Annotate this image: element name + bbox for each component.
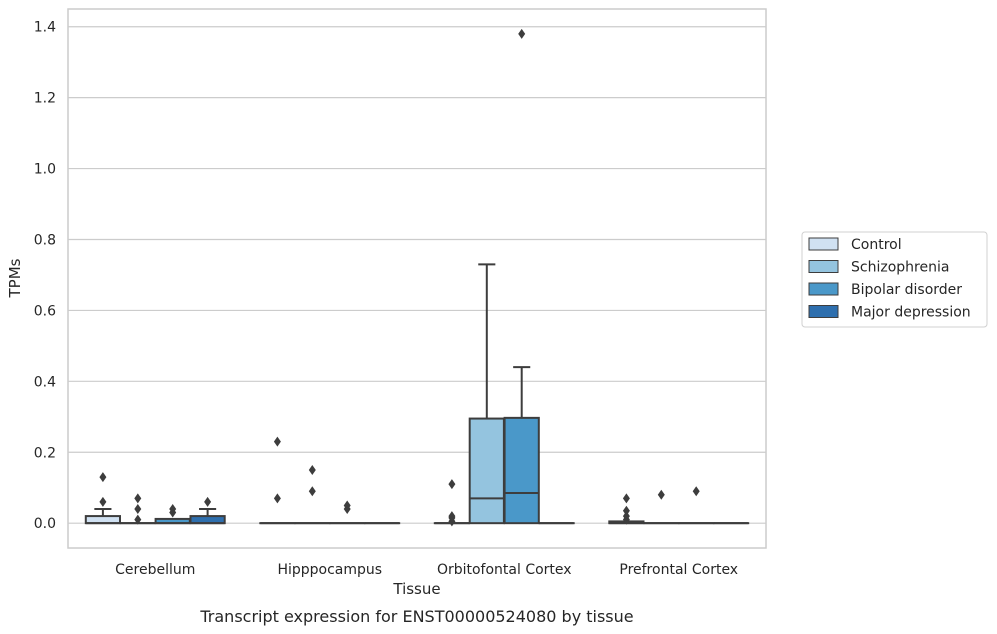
outlier-point <box>448 479 456 490</box>
x-tick-label: Orbitofontal Cortex <box>437 562 572 578</box>
y-tick-label: 0.6 <box>34 303 56 319</box>
plot-frame <box>67 8 767 549</box>
box-schizophrenia <box>643 489 680 525</box>
box-control <box>84 472 122 525</box>
outlier-point <box>134 493 142 504</box>
y-tick-label: 1.4 <box>34 20 56 36</box>
box-control <box>433 479 471 527</box>
box-body <box>84 515 122 525</box>
legend-label: Bipolar disorder <box>851 282 962 298</box>
box-major-depression <box>189 496 226 525</box>
x-tick-label: Prefrontal Cortex <box>619 562 738 578</box>
outlier-point <box>518 28 526 39</box>
outlier-point <box>134 503 142 514</box>
x-tick-label: Hipppocampus <box>277 562 382 578</box>
outlier-point <box>99 496 107 507</box>
grid-lines <box>68 26 766 524</box>
box-schizophrenia <box>119 493 156 525</box>
y-tick-label: 0.2 <box>34 445 56 461</box>
box-control <box>259 436 296 525</box>
outlier-point <box>622 511 630 522</box>
legend-label: Control <box>851 237 902 253</box>
outlier-point <box>308 486 316 497</box>
y-axis-title: TPMs <box>6 258 24 298</box>
outlier-point <box>657 489 665 500</box>
outlier-point <box>204 496 212 507</box>
y-axis-ticks: 0.0 0.2 0.4 0.6 0.8 1.0 1.2 1.4 <box>34 20 56 532</box>
outlier-point <box>273 493 281 504</box>
outlier-point <box>134 514 142 525</box>
legend: Control Schizophrenia Bipolar disorder Majo… <box>801 231 988 328</box>
outlier-point <box>622 505 630 516</box>
outlier-point <box>273 436 281 447</box>
y-tick-label: 0.4 <box>34 374 56 390</box>
box-control <box>608 493 645 525</box>
x-tick-label: Cerebellum <box>115 562 195 578</box>
box-bipolar-disorder <box>154 503 191 525</box>
outlier-point <box>622 493 630 504</box>
legend-label: Major depression <box>851 305 971 321</box>
legend-swatch <box>808 260 839 273</box>
outlier-point <box>169 503 177 514</box>
box-bipolar-disorder <box>329 500 366 525</box>
box-series <box>84 28 750 527</box>
box-body <box>468 417 505 525</box>
y-tick-label: 0.0 <box>34 516 56 532</box>
legend-frame <box>801 231 988 328</box>
outlier-point <box>308 464 316 475</box>
legend-swatch <box>808 237 839 251</box>
box-body <box>189 515 226 525</box>
y-tick-label: 1.0 <box>34 162 56 178</box>
box-schizophrenia <box>468 263 505 525</box>
y-tick-label: 0.8 <box>34 232 56 248</box>
chart-caption: Transcript expression for ENST0000052408… <box>199 607 633 626</box>
y-tick-label: 1.2 <box>34 91 56 107</box>
box-bipolar-disorder <box>678 486 715 525</box>
outlier-point <box>99 472 107 483</box>
legend-label: Schizophrenia <box>851 260 949 276</box>
legend-swatch <box>808 305 839 318</box>
legend-swatch <box>808 282 839 296</box>
outlier-point <box>343 500 351 511</box>
outlier-point <box>692 486 700 497</box>
box-body <box>503 416 540 525</box>
outlier-point <box>448 511 456 522</box>
box-schizophrenia <box>294 464 331 525</box>
box-bipolar-disorder <box>503 28 540 525</box>
x-axis-title: Tissue <box>392 580 440 598</box>
x-axis-ticks: Cerebellum Hipppocampus Orbitofontal Corte… <box>115 562 738 578</box>
